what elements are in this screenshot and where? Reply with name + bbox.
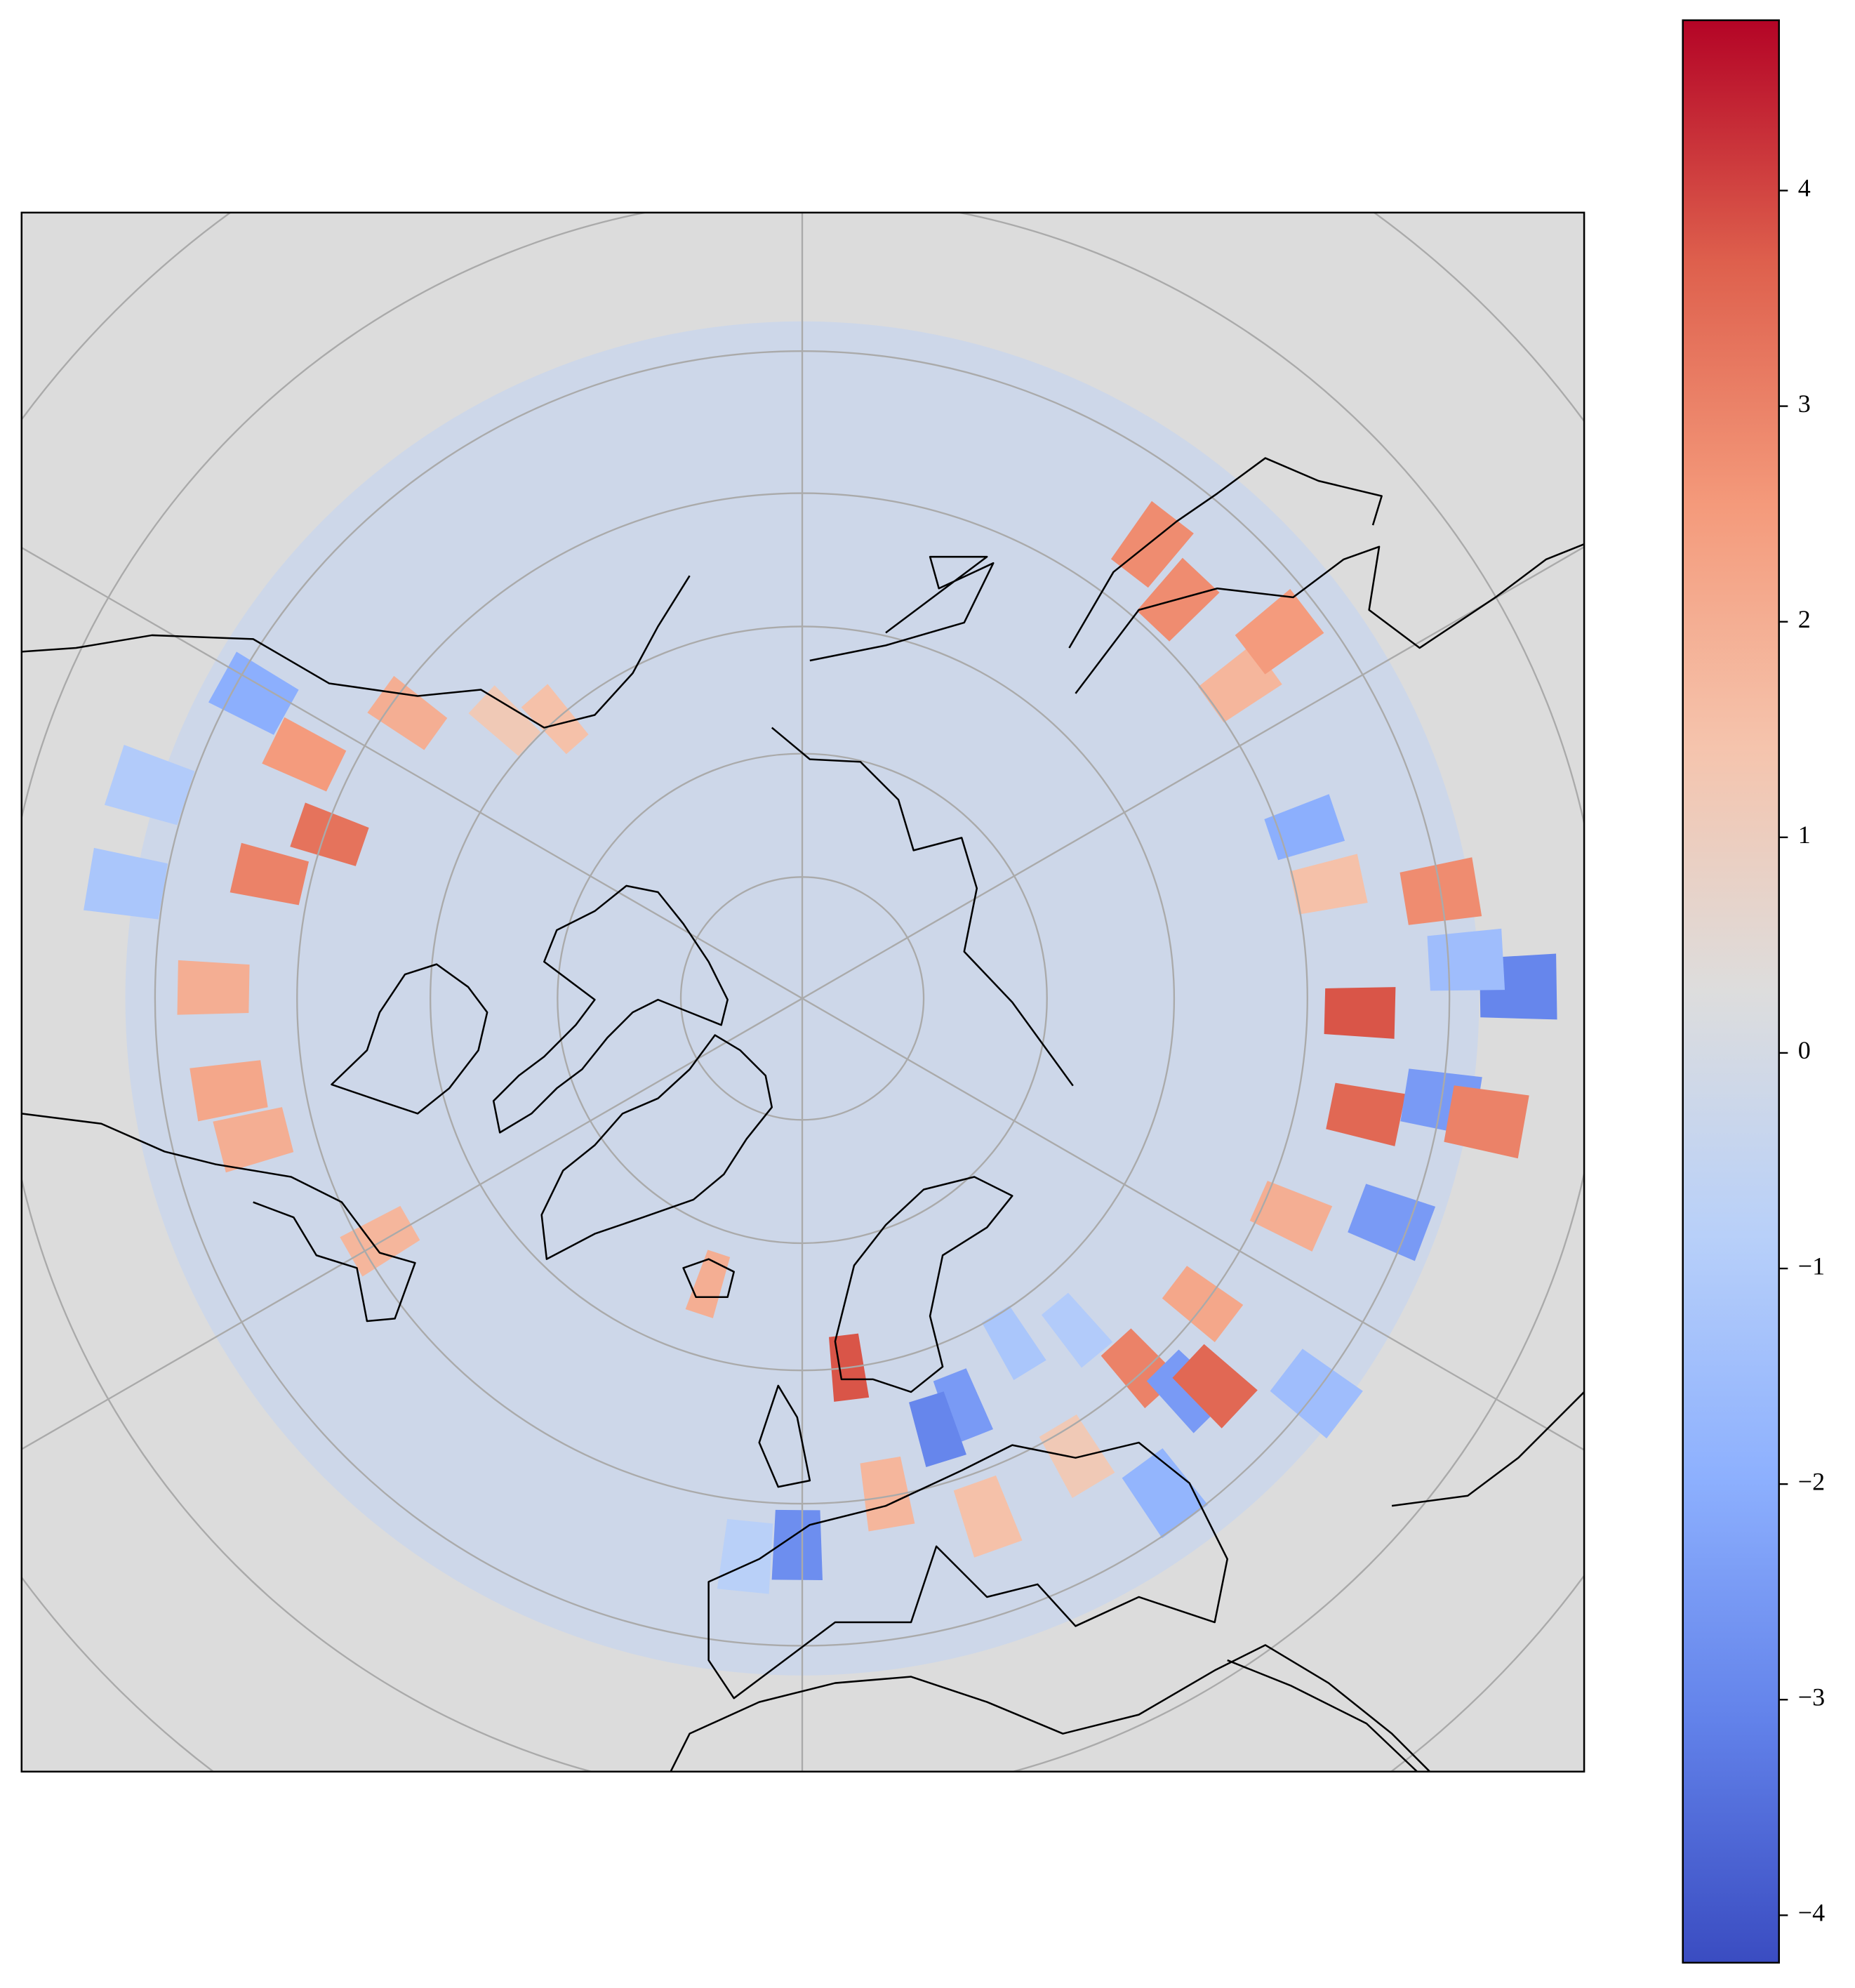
data-cell	[177, 960, 250, 1015]
data-cell	[933, 1368, 993, 1445]
coastline	[1068, 457, 1383, 649]
data-cell	[340, 1205, 420, 1277]
data-cell	[909, 1391, 966, 1467]
data-cell	[290, 802, 369, 866]
coastline	[540, 1034, 773, 1260]
meridian	[802, 545, 1585, 1000]
colorbar-tick-label: −1	[1798, 1252, 1825, 1280]
data-cell	[521, 684, 589, 755]
colorbar-tick-label: 0	[1798, 1036, 1811, 1064]
data-cell	[685, 1250, 731, 1318]
data-cell	[1172, 1344, 1258, 1429]
coastline	[834, 1176, 1013, 1393]
data-cell	[1162, 1266, 1244, 1343]
coastline	[21, 575, 691, 729]
coastline	[670, 1644, 1431, 1772]
data-cell	[953, 1475, 1023, 1558]
colorbar	[1682, 20, 1779, 1963]
data-cell	[104, 745, 195, 826]
colorbar-tick-label: 3	[1798, 390, 1811, 418]
data-cell	[84, 847, 168, 920]
meridian	[21, 546, 803, 1000]
colorbar-tick-label: −4	[1798, 1899, 1825, 1927]
data-cell	[208, 651, 299, 735]
data-cell	[190, 1060, 268, 1122]
coastline	[1227, 1659, 1418, 1772]
coastline	[682, 1258, 735, 1299]
data-cell	[262, 717, 347, 792]
data-cell	[717, 1518, 773, 1594]
colorbar-tick-label: 4	[1798, 174, 1811, 202]
coastline	[1391, 1391, 1585, 1507]
data-cell	[1444, 1085, 1529, 1159]
data-cell	[982, 1306, 1046, 1380]
meridian	[802, 998, 1585, 1451]
coastline	[492, 884, 729, 1134]
coastline	[758, 1384, 811, 1488]
coastline	[1075, 543, 1585, 694]
data-cell	[1348, 1184, 1436, 1261]
meridian	[21, 998, 803, 1450]
coastlines	[21, 457, 1585, 1772]
colorbar-frame	[1682, 19, 1780, 1964]
coastline	[707, 1441, 1228, 1699]
data-cell	[1110, 501, 1194, 588]
colorbar-tick-label: 2	[1798, 605, 1811, 633]
data-cell	[1122, 1448, 1208, 1539]
data-cell	[1249, 1181, 1333, 1252]
colorbar-tick-label: −2	[1798, 1467, 1825, 1495]
data-cell	[213, 1107, 294, 1173]
coastline	[771, 727, 1074, 1087]
coastline	[331, 963, 488, 1115]
data-cell	[1427, 928, 1505, 991]
data-cell	[860, 1456, 915, 1532]
data-cell	[1041, 1292, 1113, 1368]
data-cell	[1235, 588, 1324, 675]
coastline	[21, 1113, 416, 1323]
data-cell	[1324, 987, 1396, 1039]
data-cell	[230, 842, 310, 906]
data-cell	[367, 675, 448, 750]
data-cell	[1289, 854, 1368, 915]
data-cell	[1270, 1348, 1363, 1439]
colorbar-tick-label: −3	[1798, 1683, 1825, 1711]
data-cell	[1264, 794, 1345, 861]
data-cell	[771, 1509, 823, 1581]
map-frame	[20, 211, 1585, 1773]
data-cell	[1326, 1082, 1406, 1146]
colorbar-tick-label: 1	[1798, 821, 1811, 849]
data-cell	[1039, 1414, 1115, 1498]
data-cell	[468, 685, 541, 756]
coastline	[809, 555, 995, 662]
